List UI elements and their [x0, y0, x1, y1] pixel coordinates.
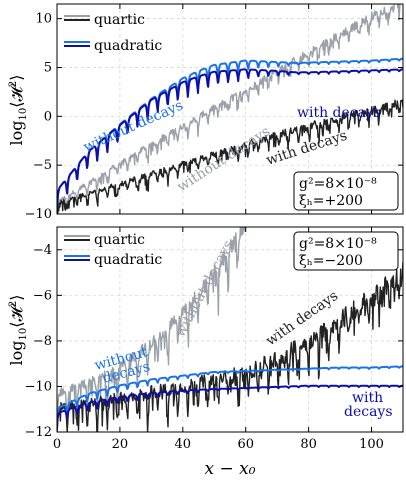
top-params-box: g²=8×10⁻⁸ ξₕ=+200 [293, 171, 399, 211]
legend-quartic-label-bottom: quartic [94, 232, 145, 248]
top-frame [56, 3, 404, 215]
bottom-series-quadratic-with-decays [57, 384, 403, 424]
top-series-quadratic-with-decays [57, 68, 403, 209]
top-y-tick-label: −5 [33, 158, 52, 173]
top-y-tick-label: 0 [44, 109, 52, 124]
top-ann-quadratic-without: without decays [81, 97, 185, 155]
bottom-x-tick-label: 100 [359, 437, 384, 452]
bottom-y-tick-label: −10 [25, 379, 52, 394]
bottom-x-tick-label: 20 [112, 437, 129, 452]
top-series [57, 4, 403, 214]
legend-quadratic-label: quadratic [94, 38, 162, 54]
bottom-series-quartic-without-decays [57, 227, 246, 432]
bottom-panel: 0 20 40 60 80 100 −12 −10 −8 −6 −4 quartic quadrat… [25, 226, 404, 452]
top-ann-quartic-without: without decays [174, 124, 273, 196]
bottom-params-frame [293, 231, 399, 271]
top-y-axis-label: log10⟨𝓗2⟩ [7, 74, 29, 145]
top-params-g: g²=8×10⁻⁸ [299, 176, 377, 192]
top-ticks: −10 −5 0 5 10 [25, 4, 403, 222]
top-params-frame [293, 171, 399, 211]
top-y-tick-label: 10 [35, 12, 52, 27]
bottom-y-tick-label: −4 [33, 243, 52, 258]
bottom-ann-quadratic-with-2: decays [344, 404, 393, 420]
top-ann-quadratic-with: with decays [297, 105, 381, 121]
bottom-frame [56, 226, 404, 433]
bottom-x-tick-label: 60 [237, 437, 254, 452]
bottom-x-tick-label: 40 [175, 437, 192, 452]
bottom-series-quadratic-without-decays [57, 365, 403, 420]
top-series-quartic-without-decays [57, 4, 401, 214]
x-axis-label: x − x₀ [204, 459, 255, 479]
bottom-x-tick-label: 80 [300, 437, 317, 452]
bottom-params-xi: ξₕ=−200 [299, 253, 363, 269]
bottom-y-axis-label: log10⟨𝓗2⟩ [7, 294, 29, 365]
legend-quadratic-label-bottom: quadratic [94, 252, 162, 268]
bottom-legend: quartic quadratic [64, 232, 162, 268]
top-ann-quartic-with: with decays [264, 128, 349, 169]
bottom-y-tick-label: −6 [33, 288, 52, 303]
bottom-y-tick-label: −12 [25, 425, 52, 440]
bottom-y-tick-label: −8 [33, 334, 52, 349]
legend-quartic-label: quartic [94, 12, 145, 28]
top-series-quartic-with-decays [57, 99, 403, 214]
bottom-ann-quartic-without: without decays [172, 238, 236, 340]
bottom-series-quartic-with-decays [57, 262, 403, 432]
bottom-ann-quadratic-with-1: with [352, 390, 383, 406]
top-y-tick-label: 5 [44, 60, 52, 75]
top-y-tick-label: −10 [25, 207, 52, 222]
bottom-series [57, 227, 403, 432]
top-legend: quartic quadratic [64, 12, 162, 54]
bottom-ticks: 0 20 40 60 80 100 −12 −10 −8 −6 −4 [25, 227, 403, 452]
bottom-x-tick-label: 0 [53, 437, 61, 452]
top-params-xi: ξₕ=+200 [299, 193, 363, 209]
top-panel: −10 −5 0 5 10 quartic quadratic without deca… [25, 3, 404, 222]
bottom-params-g: g²=8×10⁻⁸ [299, 236, 377, 252]
bottom-params-box: g²=8×10⁻⁸ ξₕ=−200 [293, 231, 399, 271]
